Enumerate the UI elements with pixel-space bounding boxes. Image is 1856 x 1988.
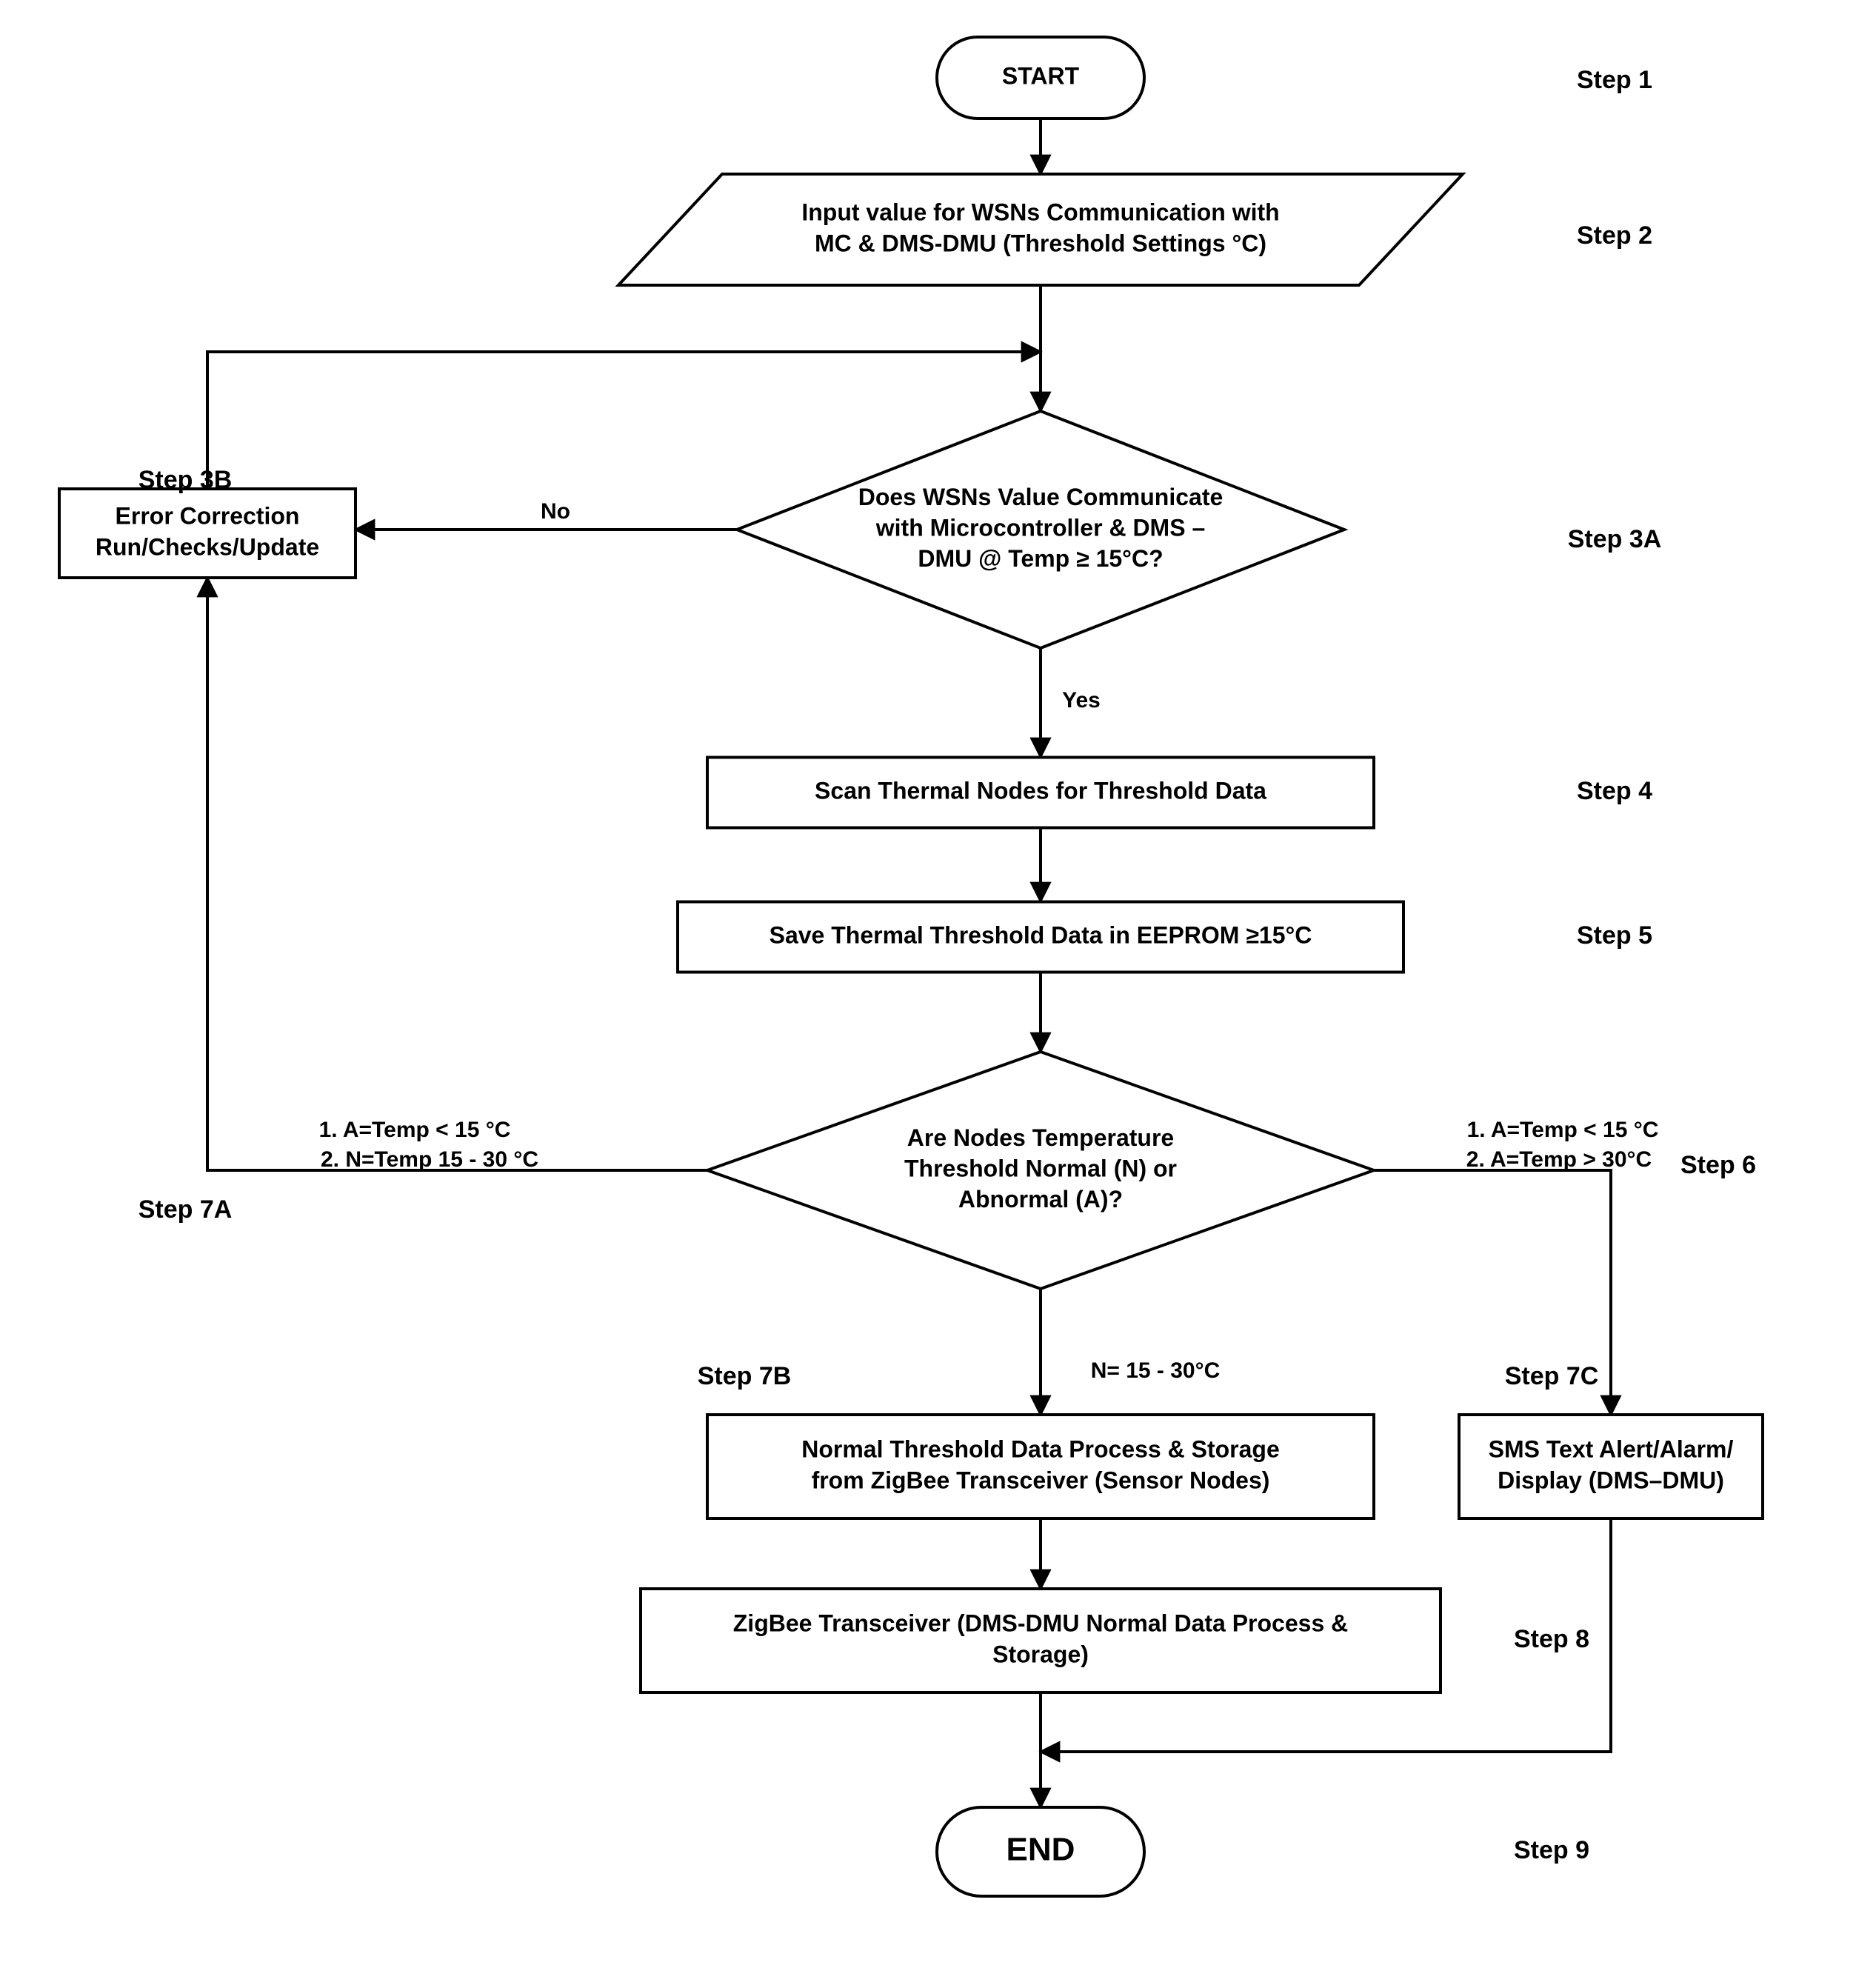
node-text: Input value for WSNs Communication with (801, 199, 1279, 226)
node-text: Abnormal (A)? (958, 1186, 1123, 1213)
node-start: START (937, 37, 1144, 119)
node-text: Save Thermal Threshold Data in EEPROM ≥1… (770, 921, 1312, 948)
step-label-s7b: Step 7B (698, 1362, 792, 1390)
node-text: from ZigBee Transceiver (Sensor Nodes) (812, 1467, 1270, 1493)
step-label-s7c: Step 7C (1505, 1362, 1599, 1390)
step-label-s3b: Step 3B (138, 466, 233, 494)
edge-label: N= 15 - 30°C (1091, 1358, 1221, 1383)
node-text: Are Nodes Temperature (907, 1124, 1174, 1151)
edge-extra-label: 1. A=Temp < 15 °C (1467, 1118, 1659, 1142)
node-text: MC & DMS-DMU (Threshold Settings °C) (815, 230, 1266, 256)
node-sms: SMS Text Alert/Alarm/Display (DMS–DMU) (1459, 1415, 1763, 1518)
node-text: Threshold Normal (N) or (904, 1155, 1177, 1181)
node-end: END (937, 1807, 1144, 1896)
node-text: Normal Threshold Data Process & Storage (801, 1436, 1280, 1463)
step-label-s6: Step 6 (1680, 1151, 1756, 1179)
node-dec2: Are Nodes Temperature Threshold Normal (N… (707, 1052, 1374, 1289)
node-text: Does WSNs Value Communicate (858, 484, 1224, 510)
node-text: Scan Thermal Nodes for Threshold Data (815, 777, 1266, 804)
node-zigbee: ZigBee Transceiver (DMS-DMU Normal Data … (641, 1589, 1441, 1692)
step-label-s3a: Step 3A (1568, 525, 1662, 553)
edge-label: Yes (1062, 688, 1101, 713)
node-text: DMU @ Temp ≥ 15°C? (918, 545, 1163, 572)
step-label-s4: Step 4 (1577, 777, 1652, 805)
node-normal: Normal Threshold Data Process & Storage f… (707, 1415, 1374, 1518)
edge-extra-label: 2. A=Temp > 30°C (1466, 1147, 1652, 1172)
step-label-s1: Step 1 (1577, 66, 1652, 94)
node-text: START (1002, 62, 1080, 89)
node-text: Storage) (992, 1641, 1089, 1667)
node-text: Display (DMS–DMU) (1498, 1467, 1724, 1493)
step-label-s8: Step 8 (1514, 1625, 1589, 1653)
node-text: SMS Text Alert/Alarm/ (1489, 1436, 1734, 1463)
node-text: END (1007, 1832, 1075, 1868)
step-label-s5: Step 5 (1577, 921, 1652, 950)
edge-label: No (541, 499, 570, 524)
node-text: Error Correction (116, 503, 300, 530)
step-label-s9: Step 9 (1514, 1836, 1589, 1864)
edge-extra-label: 1. A=Temp < 15 °C (319, 1118, 511, 1142)
flowchart: No Yes 1. A=Temp < 15 °C 2. N=Temp 15 - 30 … (0, 0, 1856, 1988)
node-save: Save Thermal Threshold Data in EEPROM ≥1… (678, 902, 1403, 973)
node-err: Error Correction Run/Checks/Update (59, 489, 355, 578)
node-text: ZigBee Transceiver (DMS-DMU Normal Data … (733, 1610, 1348, 1637)
node-scan: Scan Thermal Nodes for Threshold Data (707, 758, 1374, 828)
node-dec1: Does WSNs Value Communicate with Microcon… (737, 411, 1344, 648)
node-text: Run/Checks/Update (96, 533, 319, 560)
node-input: Input value for WSNs Communication with M… (618, 174, 1463, 285)
edge-e_dec2_left (207, 578, 707, 1170)
step-label-s2: Step 2 (1577, 221, 1652, 250)
edge-extra-label: 2. N=Temp 15 - 30 °C (321, 1147, 538, 1172)
step-label-s7a: Step 7A (138, 1195, 233, 1224)
node-text: with Microcontroller & DMS – (875, 514, 1205, 541)
